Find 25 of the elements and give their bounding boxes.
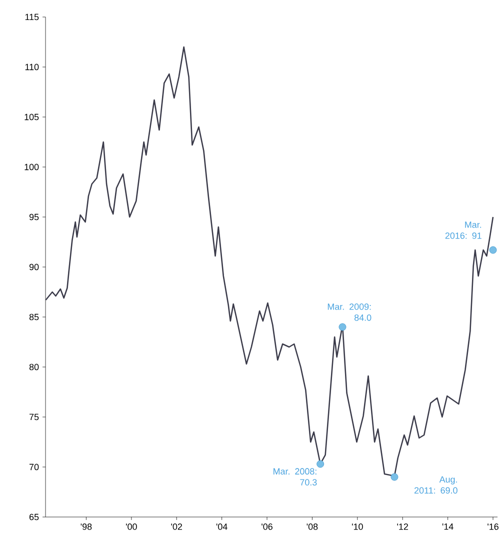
y-tick-label: 115: [26, 14, 39, 20]
x-tick-label: '12: [397, 524, 408, 530]
annotation: Mar. 2016: 91: [446, 222, 482, 239]
y-tick-label: 95: [30, 214, 39, 220]
x-tick-label: '10: [352, 524, 364, 530]
y-tick-label: 75: [30, 414, 39, 420]
y-tick-label: 70: [30, 464, 39, 470]
x-tick-label: '04: [216, 524, 228, 530]
x-tick-label: '00: [126, 524, 138, 530]
y-tick-label: 110: [26, 64, 39, 70]
annotation: Mar. 2009: 84.0: [328, 304, 372, 321]
y-tick-label: 85: [30, 314, 39, 320]
annotation: Mar. 2008: 70.3: [274, 468, 317, 486]
x-tick-label: '98: [81, 524, 92, 530]
x-tick-label: '14: [442, 524, 454, 530]
x-tick-label: '16: [488, 524, 499, 530]
x-tick-label: '02: [171, 524, 182, 530]
x-tick-label: '08: [307, 524, 318, 530]
x-tick-label: '06: [262, 524, 273, 530]
y-tick-label: 65: [30, 514, 39, 520]
annotation: Aug. 2011: 69.0: [414, 476, 458, 494]
y-tick-label: 100: [24, 164, 39, 170]
y-tick-label: 105: [24, 114, 39, 120]
y-tick-label: 90: [30, 264, 39, 270]
y-tick-label: 80: [30, 364, 39, 370]
